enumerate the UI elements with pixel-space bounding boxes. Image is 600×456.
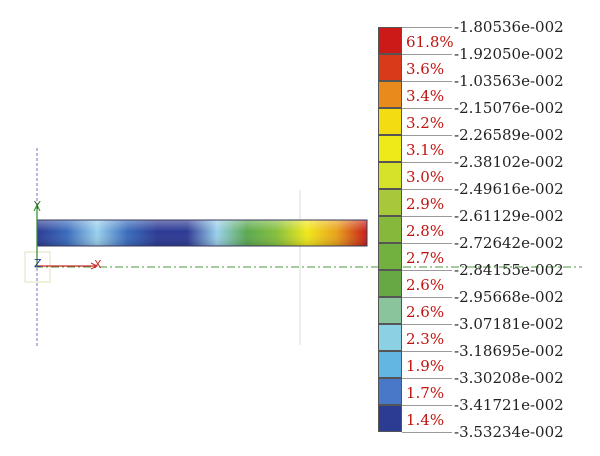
legend-value-label: -1.80536e-002 (454, 18, 564, 36)
legend-value-label: -1.03563e-002 (454, 72, 564, 90)
legend-value-label: -3.53234e-002 (454, 423, 564, 441)
legend-value-label: -3.07181e-002 (454, 315, 564, 333)
beam-shading (37, 220, 367, 246)
legend-percent-label: 61.8% (406, 33, 454, 51)
legend-percent-label: 2.8% (406, 222, 445, 240)
legend-value-label: -2.38102e-002 (454, 153, 564, 171)
legend-color-swatch (378, 405, 402, 432)
legend-percent-label: 2.6% (406, 276, 445, 294)
y-axis-label: Y (33, 199, 41, 212)
legend-value-label: -3.30208e-002 (454, 369, 564, 387)
legend-value-label: -2.49616e-002 (454, 180, 564, 198)
legend-tick-line (402, 216, 452, 217)
y-axis-arrowhead (33, 203, 41, 212)
legend-percent-label: 3.0% (406, 168, 445, 186)
legend-tick-line (402, 351, 452, 352)
legend-percent-label: 3.2% (406, 114, 445, 132)
legend-percent-label: 2.3% (406, 330, 445, 348)
legend-value-label: -3.18695e-002 (454, 342, 564, 360)
legend-value-label: -2.15076e-002 (454, 99, 564, 117)
legend-percent-label: 1.9% (406, 357, 445, 375)
legend-tick-line (402, 243, 452, 244)
legend-tick-line (402, 270, 452, 271)
legend-color-swatch (378, 243, 402, 270)
legend-value-label: -3.41721e-002 (454, 396, 564, 414)
legend-tick-line (402, 81, 452, 82)
legend-tick-line (402, 135, 452, 136)
legend-tick-line (402, 297, 452, 298)
legend-color-swatch (378, 54, 402, 81)
legend-value-label: -1.92050e-002 (454, 45, 564, 63)
legend-color-swatch (378, 297, 402, 324)
legend-percent-label: 3.6% (406, 60, 445, 78)
legend-color-swatch (378, 162, 402, 189)
legend-color-swatch (378, 351, 402, 378)
legend-color-swatch (378, 81, 402, 108)
legend-value-label: -2.84155e-002 (454, 261, 564, 279)
x-axis-label: X (94, 258, 102, 271)
legend-percent-label: 1.4% (406, 411, 445, 429)
legend-color-swatch (378, 324, 402, 351)
legend-tick-line (402, 27, 452, 28)
legend-percent-label: 1.7% (406, 384, 445, 402)
legend-percent-label: 2.9% (406, 195, 445, 213)
legend-color-swatch (378, 189, 402, 216)
legend-value-label: -2.72642e-002 (454, 234, 564, 252)
legend-tick-line (402, 54, 452, 55)
legend-tick-line (402, 189, 452, 190)
z-axis-label: Z (34, 257, 42, 270)
legend-value-label: -2.61129e-002 (454, 207, 564, 225)
legend-percent-label: 2.6% (406, 303, 445, 321)
legend-tick-line (402, 324, 452, 325)
legend-tick-line (402, 378, 452, 379)
legend-color-swatch (378, 108, 402, 135)
legend-tick-line (402, 405, 452, 406)
legend-percent-label: 2.7% (406, 249, 445, 267)
legend-tick-line (402, 162, 452, 163)
legend-tick-line (402, 432, 452, 433)
legend-percent-label: 3.4% (406, 87, 445, 105)
legend-color-swatch (378, 378, 402, 405)
legend-percent-label: 3.1% (406, 141, 445, 159)
legend-value-label: -2.26589e-002 (454, 126, 564, 144)
legend-color-swatch (378, 27, 402, 54)
x-axis-arrowhead (90, 262, 99, 270)
legend-value-label: -2.95668e-002 (454, 288, 564, 306)
legend-color-swatch (378, 270, 402, 297)
legend-color-swatch (378, 216, 402, 243)
legend-color-swatch (378, 135, 402, 162)
legend-tick-line (402, 108, 452, 109)
